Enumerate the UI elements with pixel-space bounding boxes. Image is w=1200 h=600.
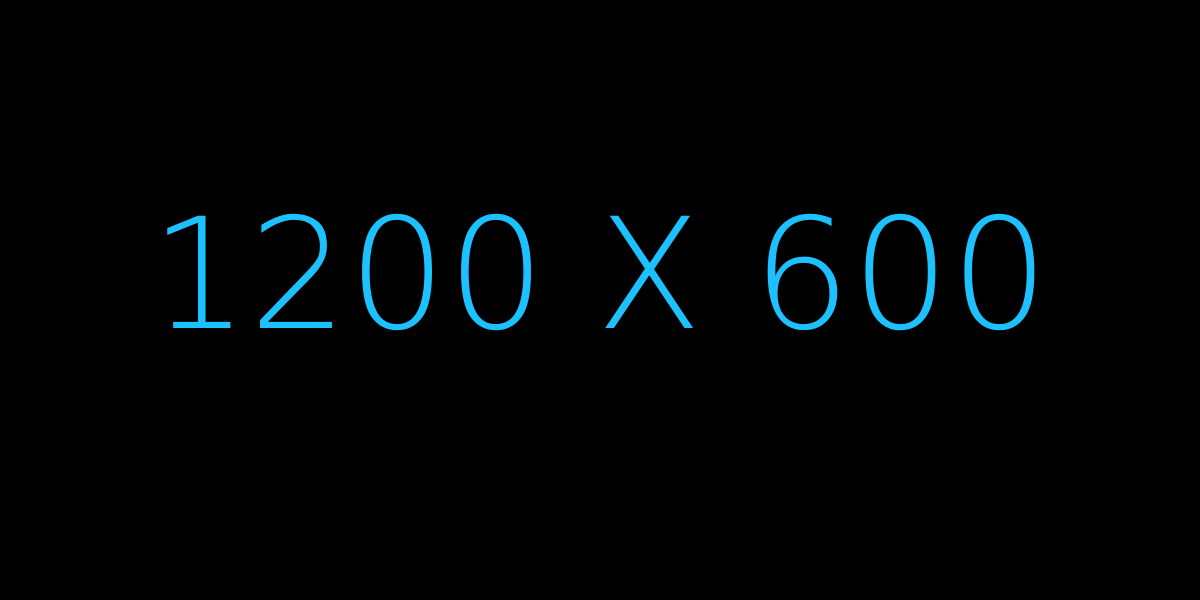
dimension-label: 1200 X 600	[150, 186, 1050, 365]
